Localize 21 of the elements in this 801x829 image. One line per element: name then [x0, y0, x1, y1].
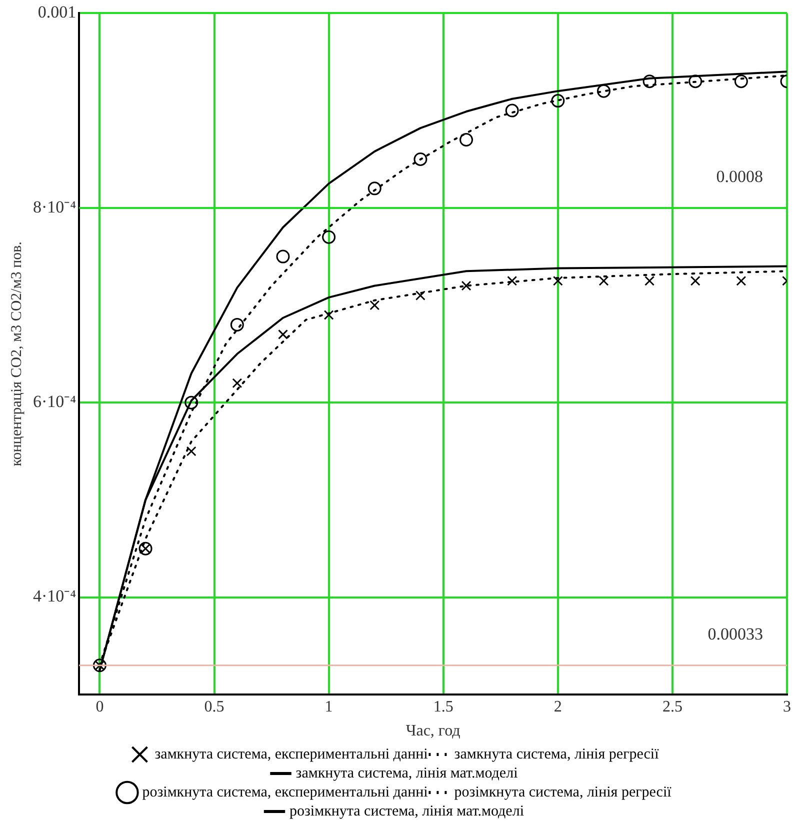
x-tick-label: 3 [783, 698, 791, 716]
x-axis-title: Час, год [406, 722, 460, 740]
y-tick-label: 8·10⁻⁴ [32, 197, 76, 216]
x-tick-label: 1 [324, 698, 333, 716]
ref-line-label: 0.00033 [708, 624, 763, 644]
ref-line-label: 0.0008 [716, 166, 763, 186]
x-tick-label: 0.5 [204, 698, 224, 716]
legend-label: замкнута система, лінія регресії [454, 746, 660, 762]
y-tick-label: 6·10⁻⁴ [32, 392, 76, 412]
x-tick-label: 0 [96, 698, 104, 716]
y-tick-label: 4·10⁻⁴ [32, 586, 76, 606]
x-tick-label: 2 [554, 698, 562, 716]
legend-label: розімкнута система, лінія мат.моделі [290, 803, 524, 820]
legend-label: розімкнута система, експериментальні данні [142, 784, 428, 800]
legend-label: замкнута система, експериментальні данні [154, 746, 428, 762]
x-tick-label: 2.5 [662, 698, 682, 716]
legend-label: замкнута система, лінія мат.моделі [296, 765, 518, 782]
y-tick-label: 0.001 [38, 2, 76, 22]
y-axis-title: концентрація CO2, м3 CO2/м3 пов. [8, 242, 25, 466]
x-tick-label: 1.5 [433, 698, 454, 716]
legend-label: розімкнута система, лінія регресії [454, 784, 672, 800]
